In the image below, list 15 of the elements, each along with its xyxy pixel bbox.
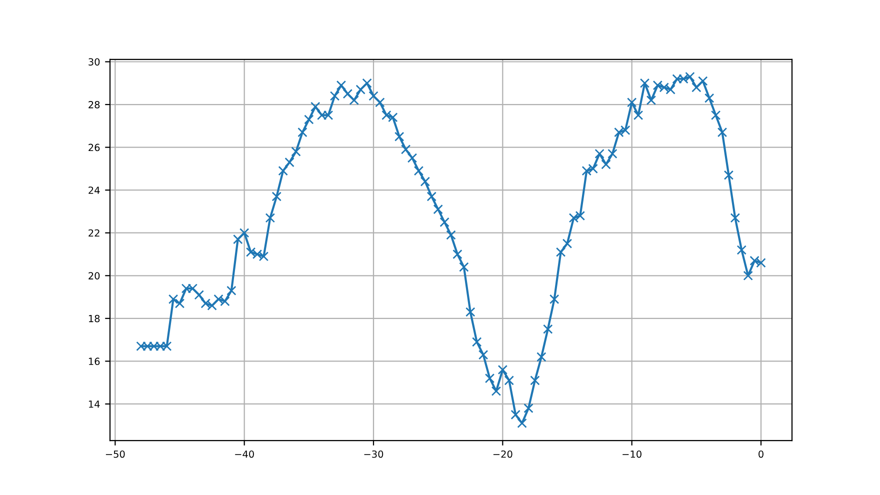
x-tick-label: −30 — [364, 450, 384, 458]
y-tick-label: 14 — [88, 400, 100, 408]
y-tick-label: 26 — [88, 144, 100, 152]
x-tick-label: −40 — [235, 450, 254, 458]
y-tick-label: 18 — [88, 314, 100, 322]
x-tick-label: −10 — [622, 450, 642, 458]
y-tick-label: 22 — [88, 229, 100, 237]
x-tick-label: −50 — [106, 450, 125, 458]
y-tick-label: 30 — [88, 58, 100, 66]
x-tick-label: 0 — [758, 450, 764, 458]
y-tick-label: 24 — [88, 186, 100, 194]
y-tick-label: 28 — [88, 101, 100, 108]
x-tick-label: −20 — [493, 450, 512, 458]
y-tick-label: 16 — [88, 358, 100, 366]
y-tick-label: 20 — [88, 272, 100, 280]
